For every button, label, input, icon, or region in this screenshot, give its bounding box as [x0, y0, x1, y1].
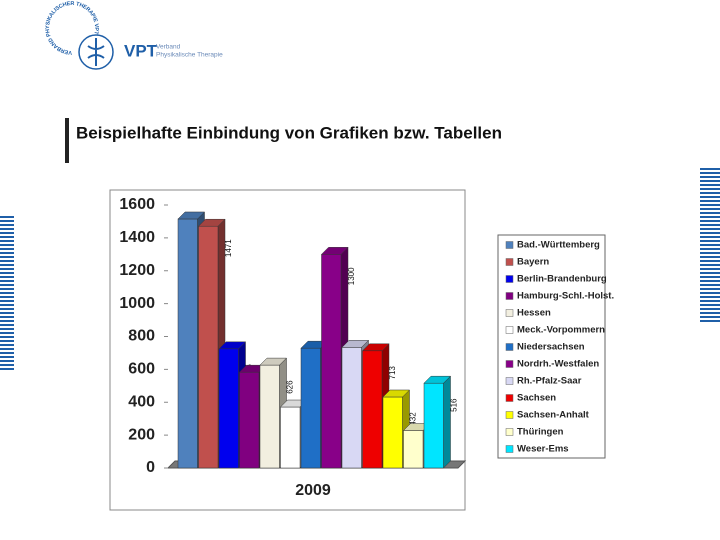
bar [382, 396, 403, 469]
heading-bar [65, 118, 69, 163]
y-tick-label: 0 [146, 459, 155, 476]
legend-swatch [505, 343, 514, 351]
data-label: 1300 [347, 267, 356, 285]
bar [362, 350, 383, 469]
legend-swatch [505, 292, 514, 300]
legend-swatch [505, 360, 514, 368]
bar [239, 371, 260, 469]
legend-swatch [505, 258, 514, 266]
y-tick-label: 1400 [119, 229, 155, 246]
bar-top [197, 218, 226, 227]
bar [300, 347, 321, 469]
legend-label: Hamburg-Schl.-Holst. [517, 291, 614, 302]
legend-box [497, 234, 606, 459]
legend-swatch [505, 394, 514, 402]
bar-top [177, 211, 206, 220]
legend-swatch [505, 326, 514, 334]
legend-label: Bayern [517, 257, 549, 268]
legend-swatch [505, 411, 514, 419]
legend-label: Bad.-Württemberg [517, 240, 600, 251]
bar [423, 382, 444, 469]
y-tick-label: 800 [128, 328, 155, 345]
y-tick-label: 1200 [119, 262, 155, 279]
y-tick-label: 200 [128, 426, 155, 443]
y-tick-label: 600 [128, 361, 155, 378]
bar-top [259, 357, 288, 366]
logo-line1: Verband [156, 44, 181, 51]
legend-swatch [505, 241, 514, 249]
bar [341, 347, 362, 469]
logo-symbol [87, 38, 105, 66]
legend-swatch [505, 309, 514, 317]
legend-swatch [505, 377, 514, 385]
data-label: 1471 [224, 239, 233, 257]
legend-label: Sachsen-Anhalt [517, 410, 590, 421]
data-label: 713 [388, 366, 397, 380]
legend-swatch [505, 445, 514, 453]
legend-label: Meck.-Vorpommern [517, 325, 605, 336]
left-stripes [0, 215, 14, 370]
legend-label: Berlin-Brandenburg [517, 274, 607, 285]
bar [280, 406, 301, 469]
bar [177, 218, 198, 469]
y-tick-label: 1000 [119, 295, 155, 312]
chart: 0200400600800100012001400160020091515Bad… [119, 196, 614, 499]
logo-name: VPT [124, 41, 158, 60]
legend-label: Sachsen [517, 393, 556, 404]
bar [259, 364, 280, 469]
bar-top [320, 247, 349, 255]
bar-top [361, 343, 390, 352]
legend-label: Weser-Ems [517, 444, 569, 455]
legend-swatch [505, 275, 514, 283]
data-label: 432 [409, 412, 418, 426]
bar-top [423, 375, 452, 384]
bar [218, 348, 239, 469]
logo-line2: Physikalische Therapie [156, 52, 223, 59]
data-label: 626 [286, 380, 295, 394]
y-tick-label: 400 [128, 393, 155, 410]
bar-top [382, 389, 411, 398]
bar-top [341, 340, 370, 348]
legend-label: Niedersachsen [517, 342, 585, 353]
x-tick-label: 2009 [295, 482, 331, 499]
bar [198, 225, 219, 469]
legend-swatch [505, 428, 514, 436]
logo: VERBAND PHYSIKALISCHER THERAPIE VPT VPT … [45, 1, 223, 70]
heading: Beispielhafte Einbindung von Grafiken bz… [76, 123, 502, 142]
legend-label: Rh.-Pfalz-Saar [517, 376, 582, 387]
bar-side [443, 375, 451, 469]
legend-label: Nordrh.-Westfalen [517, 359, 599, 370]
right-stripes [700, 168, 720, 323]
y-tick-label: 1600 [119, 196, 155, 213]
legend-label: Hessen [517, 308, 551, 319]
bar-top [218, 341, 247, 350]
legend-label: Thüringen [517, 427, 564, 438]
data-label: 516 [450, 398, 459, 412]
logo-circle [78, 34, 114, 70]
bar [321, 254, 342, 469]
bar [403, 430, 424, 469]
